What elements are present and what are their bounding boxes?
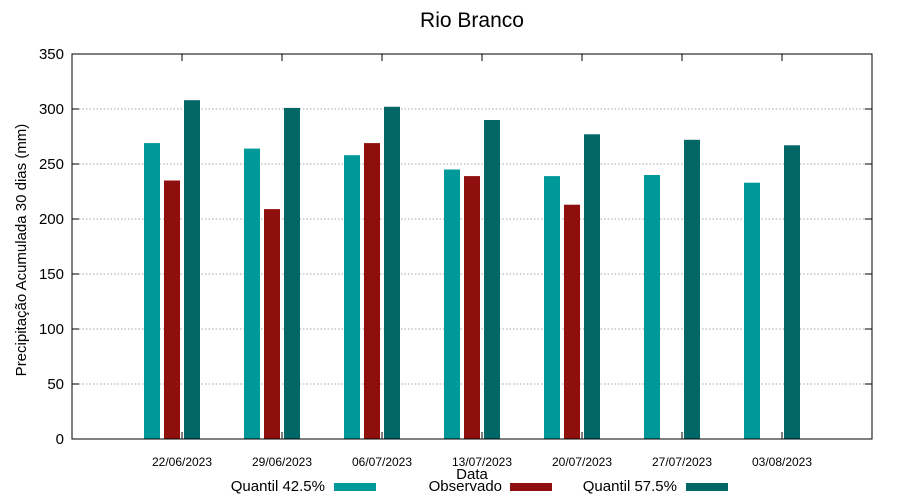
- bar-quantil-57-5--1: [284, 107, 300, 440]
- bars: [144, 100, 800, 440]
- legend-swatch: [510, 483, 552, 491]
- bar-observado-4: [564, 204, 580, 439]
- x-tick-label: 03/08/2023: [752, 455, 812, 469]
- x-tick-label: 06/07/2023: [352, 455, 412, 469]
- bar-quantil-42-5--3: [444, 169, 460, 439]
- bar-quantil-42-5--6: [744, 182, 760, 439]
- chart-title: Rio Branco: [420, 9, 524, 32]
- y-tick-label: 350: [39, 46, 64, 63]
- legend-label: Observado: [429, 478, 502, 495]
- legend-label: Quantil 42.5%: [231, 478, 325, 495]
- bar-quantil-42-5--4: [544, 176, 560, 439]
- y-tick-label: 150: [39, 266, 64, 283]
- legend-label: Quantil 57.5%: [583, 478, 677, 495]
- bar-quantil-57-5--3: [484, 120, 500, 439]
- y-tick-label: 250: [39, 156, 64, 173]
- x-axis-ticks: 22/06/2023 29/06/2023 06/07/2023 13/07/2023…: [152, 54, 812, 469]
- bar-quantil-57-5--6: [784, 145, 800, 440]
- bar-quantil-42-5--2: [344, 155, 360, 439]
- y-tick-label: 50: [47, 376, 64, 393]
- y-tick-label: 200: [39, 211, 64, 228]
- y-tick-label: 100: [39, 321, 64, 338]
- x-tick-label: 20/07/2023: [552, 455, 612, 469]
- bar-quantil-42-5--5: [644, 175, 660, 439]
- bar-observado-2: [364, 143, 380, 439]
- bar-quantil-57-5--0: [184, 100, 200, 439]
- x-axis-label: Data: [456, 466, 488, 483]
- y-axis-ticks: 0 50 100 150 200 250 300 350: [39, 46, 872, 448]
- bar-observado-0: [164, 180, 180, 439]
- x-tick-label: 27/07/2023: [652, 455, 712, 469]
- bar-quantil-42-5--1: [244, 148, 260, 439]
- bar-quantil-42-5--0: [144, 143, 160, 439]
- legend-swatch: [686, 483, 728, 491]
- x-tick-label: 13/07/2023: [452, 455, 512, 469]
- bar-observado-3: [464, 176, 480, 439]
- legend: Quantil 42.5% Observado Quantil 57.5%: [231, 478, 728, 495]
- legend-swatch: [334, 483, 376, 491]
- bar-quantil-57-5--4: [584, 134, 600, 440]
- y-tick-label: 0: [56, 431, 64, 448]
- bar-quantil-57-5--5: [684, 139, 700, 440]
- bar-observado-1: [264, 209, 280, 439]
- x-tick-label: 22/06/2023: [152, 455, 212, 469]
- y-tick-label: 300: [39, 101, 64, 118]
- x-tick-label: 29/06/2023: [252, 455, 312, 469]
- y-axis-label: Precipitação Acumulada 30 dias (mm): [13, 124, 30, 377]
- bar-quantil-57-5--2: [384, 106, 400, 440]
- plot-frame: [71, 53, 873, 440]
